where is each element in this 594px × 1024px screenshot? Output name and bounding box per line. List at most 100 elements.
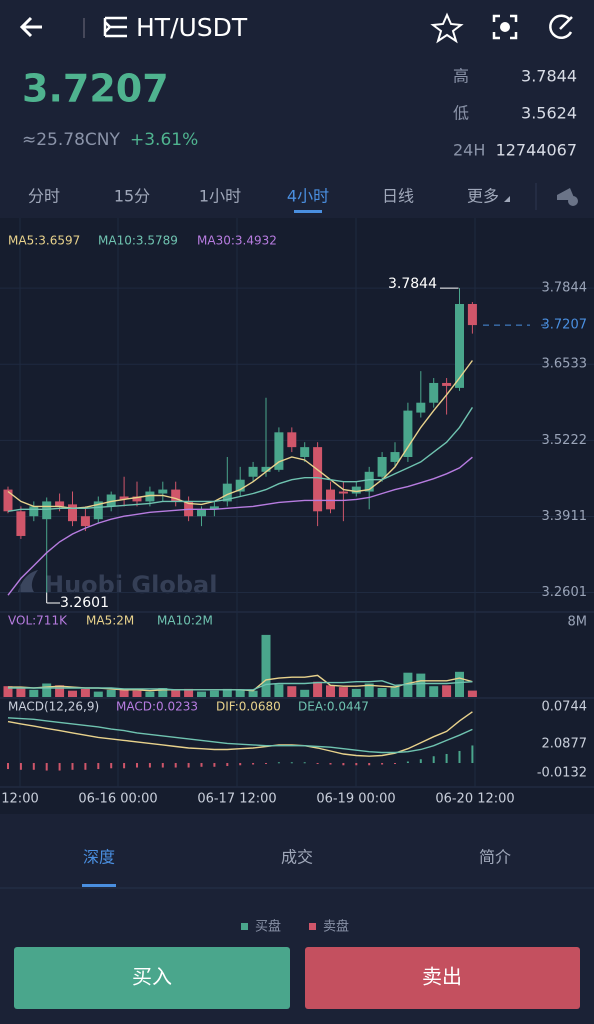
candle-body (93, 501, 103, 520)
candle-body (403, 410, 413, 457)
volume-bar (209, 690, 219, 697)
volume-bar (261, 634, 271, 697)
candle-body (42, 501, 52, 520)
candle-body (351, 486, 361, 494)
macd-bar (265, 763, 267, 765)
candle-body (29, 506, 39, 517)
depth-legend: 卖盘 (323, 919, 349, 935)
macd-bar (136, 763, 138, 768)
candle-body (300, 447, 310, 457)
volume-bar (338, 687, 348, 697)
macd-bar (19, 763, 22, 770)
watermark: Huobi Global (44, 571, 217, 599)
macd-bar (97, 763, 100, 770)
bottom-tab[interactable]: 深度 (83, 848, 115, 867)
macd-bar (187, 763, 190, 768)
x-tick-label: 06-16 00:00 (78, 792, 157, 807)
volume-bar (145, 691, 155, 697)
volume-bar (248, 690, 258, 697)
volume-bar (429, 686, 439, 697)
low-label: 3.2601 (60, 595, 109, 611)
candle-body (442, 382, 452, 386)
buy-label: 买入 (132, 965, 172, 989)
candle-body (364, 471, 374, 492)
candle-body (287, 432, 297, 448)
volume-bar (184, 688, 194, 697)
macd-axis-label: 0.0744 (542, 700, 588, 715)
ma-line (7, 456, 473, 596)
candle-body (222, 483, 232, 502)
volume-bar (274, 684, 284, 697)
macd-legend: DEA:0.0447 (298, 700, 369, 714)
bottom-tab[interactable]: 简介 (479, 848, 511, 867)
macd-bar (200, 763, 203, 767)
ma-legend: MA30:3.4932 (197, 234, 277, 248)
candle-body (158, 489, 168, 494)
volume-legend: VOL:711K (8, 614, 68, 628)
stat-value: 12744067 (496, 141, 577, 160)
volume-bar (467, 690, 477, 697)
dropdown-arrow (504, 196, 510, 202)
volume-bar (132, 690, 142, 697)
macd-axis-label: -0.0132 (537, 766, 587, 781)
sell-button[interactable] (305, 947, 580, 1009)
ma-line (7, 407, 473, 512)
volume-bar (455, 671, 464, 697)
favorite-icon[interactable] (430, 12, 464, 44)
period-tab[interactable]: 4小时 (287, 187, 329, 206)
stat-label: 低 (453, 104, 469, 123)
macd-bar (213, 763, 216, 767)
candle-body (261, 466, 271, 472)
back-button[interactable] (19, 16, 42, 38)
period-tab[interactable]: 1小时 (199, 187, 241, 206)
macd-bar (432, 756, 435, 764)
volume-bar (119, 688, 129, 697)
macd-bar (445, 753, 448, 764)
candle-body (16, 511, 26, 536)
y-tick-label: 3.3911 (542, 509, 588, 524)
volume-bar (42, 683, 52, 697)
last-price-label: 3.7207 (542, 318, 588, 333)
ma-legend: MA10:3.5789 (98, 234, 178, 248)
period-tab[interactable]: 更多 (467, 187, 499, 206)
stat-label: 高 (453, 67, 469, 86)
bottom-tab-underline (82, 884, 116, 887)
macd-bar (71, 763, 74, 770)
candle-body (377, 457, 387, 477)
volume-bar (377, 688, 387, 697)
volume-bar (158, 688, 168, 697)
period-tab[interactable]: 日线 (382, 187, 414, 206)
buy-button[interactable] (14, 947, 290, 1009)
screenshot-icon[interactable] (492, 14, 518, 40)
macd-bar (7, 763, 9, 770)
period-tab[interactable]: 15分 (114, 187, 150, 206)
tab-underline (294, 210, 322, 213)
candle-body (209, 506, 219, 510)
macd-legend: MACD(12,26,9) (8, 700, 99, 714)
period-tab[interactable]: 分时 (28, 187, 60, 206)
macd-bar (342, 763, 345, 766)
candle-body (248, 466, 258, 477)
x-tick-label: 06-20 12:00 (435, 792, 514, 807)
volume-bar (326, 685, 335, 697)
refresh-icon[interactable] (549, 14, 573, 39)
volume-bar (16, 688, 26, 697)
candle-body (455, 304, 464, 388)
menu-icon[interactable] (103, 16, 127, 38)
macd-bar (316, 763, 319, 765)
candle-body (3, 489, 13, 512)
stat-value: 3.7844 (521, 67, 577, 86)
candle-body (429, 382, 439, 403)
macd-bar (123, 763, 126, 769)
macd-bar (161, 763, 164, 768)
macd-bar (368, 763, 371, 766)
volume-bar (416, 673, 426, 697)
candle-body (416, 402, 426, 413)
macd-bar (381, 763, 384, 765)
bottom-tab[interactable]: 成交 (281, 848, 313, 867)
volume-bar (442, 685, 452, 697)
sell-label: 卖出 (422, 965, 462, 989)
candle-body (171, 489, 181, 502)
candle-body (55, 501, 65, 507)
